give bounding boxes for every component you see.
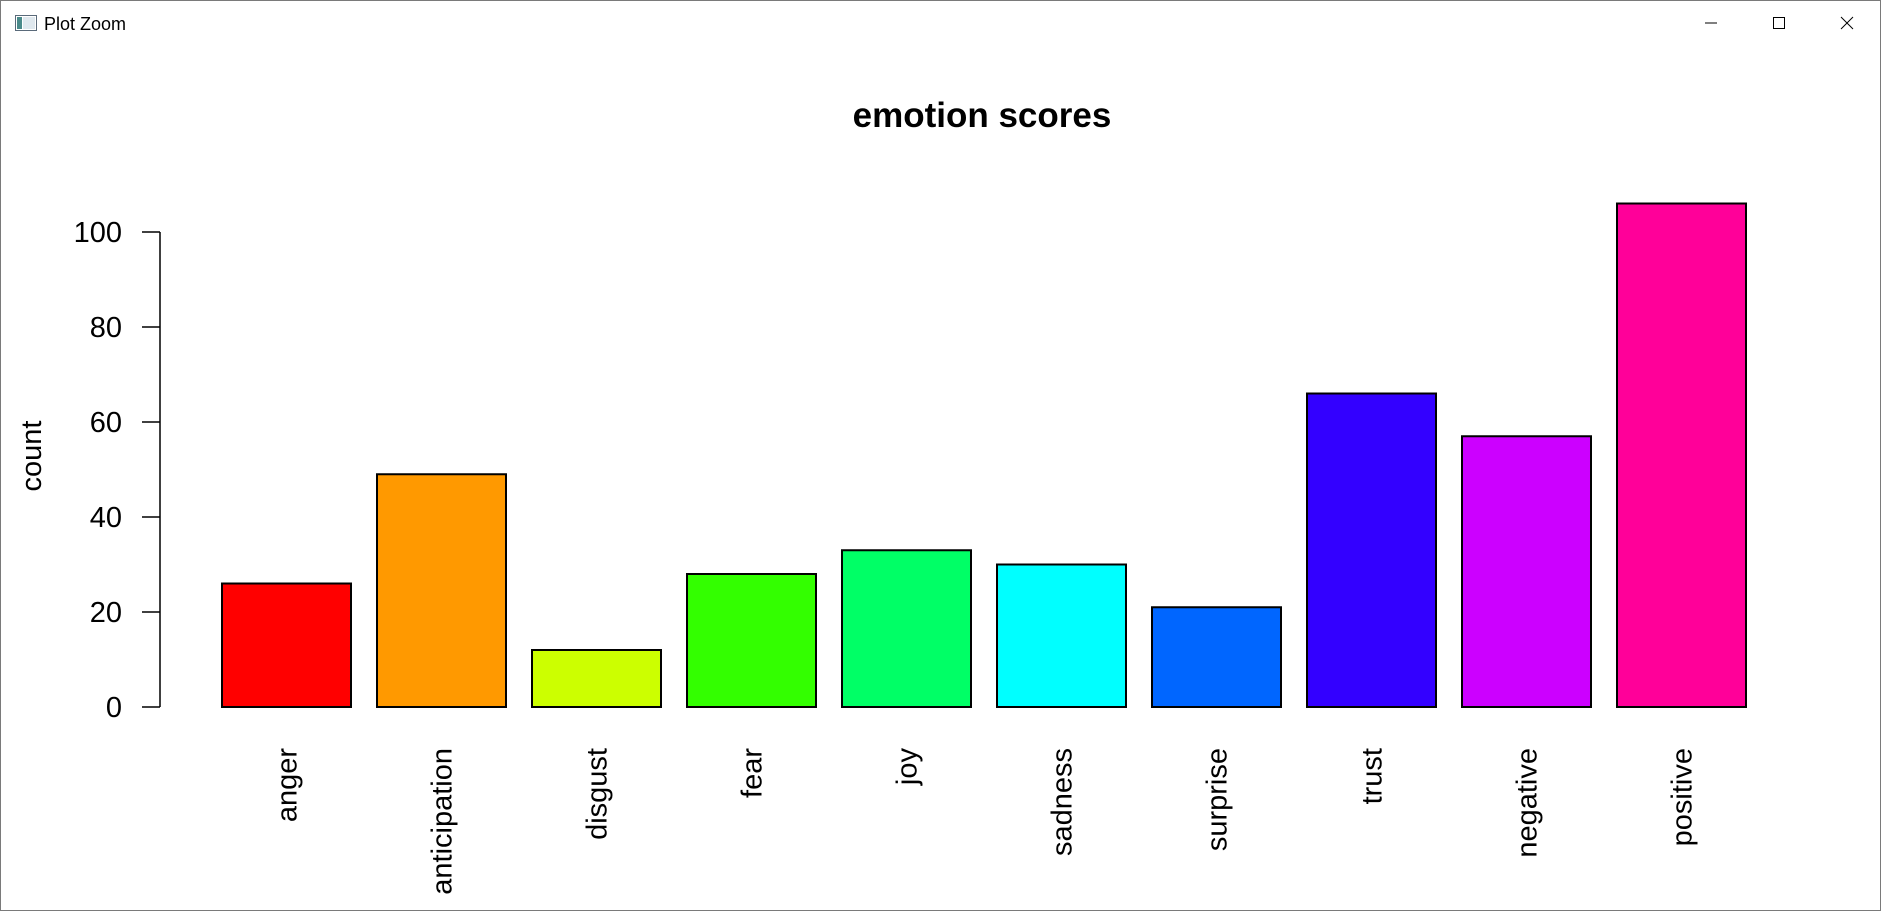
category-label-surprise: surprise bbox=[1202, 748, 1234, 851]
category-label-anticipation: anticipation bbox=[427, 748, 459, 895]
y-tick-label: 40 bbox=[90, 502, 122, 534]
bar-sadness bbox=[996, 563, 1127, 708]
category-label-sadness: sadness bbox=[1047, 748, 1079, 856]
y-axis: 0 20 40 60 80 100 bbox=[74, 217, 161, 724]
bar-fear bbox=[686, 573, 817, 708]
y-tick-label: 0 bbox=[106, 692, 122, 724]
close-button[interactable] bbox=[1813, 1, 1880, 45]
bar-disgust bbox=[531, 649, 662, 708]
title-bar[interactable]: Plot Zoom bbox=[1, 1, 1880, 45]
y-tick-label: 60 bbox=[90, 407, 122, 439]
bar-negative bbox=[1461, 435, 1592, 708]
category-label-positive: positive bbox=[1667, 748, 1699, 846]
bars bbox=[221, 202, 1747, 708]
y-tick-label: 20 bbox=[90, 597, 122, 629]
category-label-trust: trust bbox=[1357, 748, 1389, 804]
bar-trust bbox=[1306, 392, 1437, 708]
maximize-button[interactable] bbox=[1745, 1, 1813, 45]
bar-joy bbox=[841, 549, 972, 708]
category-label-disgust: disgust bbox=[582, 748, 614, 840]
minimize-button[interactable] bbox=[1677, 1, 1745, 45]
chart-title: emotion scores bbox=[853, 96, 1112, 135]
window-title: Plot Zoom bbox=[44, 14, 127, 34]
maximize-icon bbox=[1773, 17, 1785, 29]
y-axis-label: count bbox=[16, 421, 48, 492]
bar-surprise bbox=[1151, 606, 1282, 708]
minimize-icon bbox=[1705, 22, 1717, 24]
category-label-anger: anger bbox=[272, 748, 304, 823]
bar-positive bbox=[1616, 202, 1747, 708]
category-label-fear: fear bbox=[737, 748, 769, 798]
plot-area: emotion scores count 0 20 40 60 80 100 anger a… bbox=[1, 45, 1880, 910]
y-tick-label: 100 bbox=[74, 217, 122, 249]
app-icon bbox=[15, 15, 37, 31]
category-labels: anger anticipation disgust fear joy sadness su… bbox=[272, 748, 1699, 895]
bar-anticipation bbox=[376, 473, 507, 708]
close-icon bbox=[1840, 16, 1854, 30]
category-label-joy: joy bbox=[892, 748, 924, 787]
category-label-negative: negative bbox=[1512, 748, 1544, 858]
y-tick-label: 80 bbox=[90, 312, 122, 344]
bar-anger bbox=[221, 582, 352, 708]
